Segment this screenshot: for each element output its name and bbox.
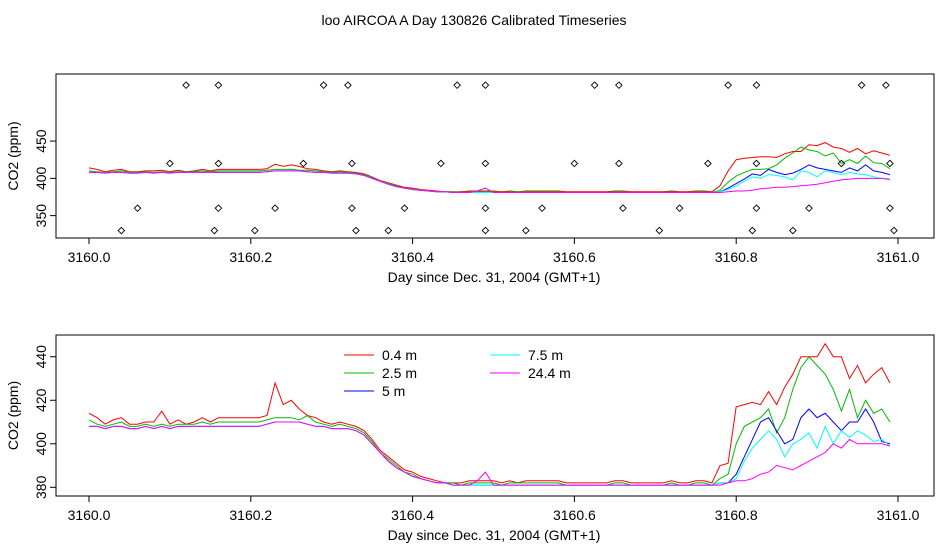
marker-diamond: [655, 226, 664, 235]
series-line-1: [88, 142, 891, 193]
marker-diamond: [400, 204, 409, 213]
x-tick-label: 3160.6: [553, 249, 596, 265]
series-line-1: [88, 342, 891, 484]
marker-diamond: [590, 81, 599, 90]
marker-diamond: [210, 226, 219, 235]
series-line-4: [89, 170, 890, 193]
marker-diamond: [886, 204, 894, 213]
marker-diamond: [675, 204, 684, 213]
y-tick-label: 450: [33, 129, 49, 153]
top-panel: 3160.0 3160.2 3160.4 3160.6 3160.8 3161.0 Day …: [5, 73, 935, 285]
marker-diamond: [837, 159, 846, 168]
marker-diamond: [384, 226, 393, 235]
plot-area: [88, 81, 898, 235]
series-line-4: [89, 421, 891, 486]
marker-diamond: [619, 204, 627, 213]
y-axis-label: CO2 (ppm): [5, 121, 21, 190]
legend-label: 5 m: [382, 383, 405, 399]
y-tick-label: 350: [33, 204, 49, 228]
marker-diamond: [437, 159, 445, 168]
marker-diamond: [481, 204, 490, 213]
marker-diamond: [882, 81, 890, 90]
marker-diamond: [319, 81, 328, 90]
marker-diamond: [704, 159, 712, 168]
plot-frame: [55, 73, 935, 239]
legend-label: 2.5 m: [382, 365, 417, 381]
x-tick-label: 3160.2: [229, 249, 272, 265]
marker-diamond: [453, 81, 461, 90]
marker-diamond: [886, 159, 894, 168]
legend: 0.4 m 2.5 m 5 m 7.5 m 24.4 m: [344, 347, 571, 399]
y-tick-label: 400: [33, 432, 49, 456]
x-tick-label: 3160.2: [229, 507, 272, 523]
plot-area: [88, 342, 891, 486]
x-tick-label: 3160.0: [68, 249, 111, 265]
legend-label: 24.4 m: [528, 365, 571, 381]
x-axis-label: Day since Dec. 31, 2004 (GMT+1): [388, 269, 601, 285]
legend-label: 7.5 m: [528, 347, 563, 363]
marker-diamond: [570, 159, 579, 168]
x-axis-label: Day since Dec. 31, 2004 (GMT+1): [388, 527, 601, 543]
marker-diamond: [348, 204, 356, 213]
marker-diamond: [481, 159, 490, 168]
marker-diamond: [752, 159, 761, 168]
marker-diamond: [857, 81, 866, 90]
figure-title: loo AIRCOA A Day 130826 Calibrated Times…: [321, 12, 626, 28]
marker-diamond: [805, 204, 813, 213]
y-tick-label: 400: [33, 166, 49, 190]
x-tick-label: 3160.0: [68, 507, 111, 523]
marker-diamond: [251, 226, 259, 235]
y-tick-label: 380: [33, 475, 49, 499]
series-line-3: [89, 408, 891, 486]
marker-diamond: [748, 226, 757, 235]
x-tick-label: 3160.8: [715, 507, 758, 523]
marker-diamond: [133, 204, 142, 213]
x-tick-label: 3161.0: [877, 249, 920, 265]
series-line-2: [88, 356, 891, 486]
y-tick-label: 440: [33, 345, 49, 369]
x-tick-label: 3161.0: [877, 507, 920, 523]
marker-diamond: [271, 204, 279, 213]
marker-diamond: [348, 159, 356, 168]
y-tick-label: 420: [33, 388, 49, 412]
marker-diamond: [788, 226, 797, 235]
marker-diamond: [752, 204, 761, 213]
marker-diamond: [890, 226, 898, 235]
series-line-5: [89, 421, 891, 486]
marker-diamond: [538, 204, 546, 213]
marker-diamond: [117, 226, 126, 235]
series-line-5: [89, 170, 890, 193]
marker-diamond: [615, 81, 623, 90]
marker-diamond: [752, 81, 761, 90]
marker-diamond: [481, 226, 490, 235]
marker-diamond: [481, 81, 490, 90]
x-tick-label: 3160.6: [553, 507, 596, 523]
marker-diamond: [344, 81, 352, 90]
marker-diamond: [299, 159, 308, 168]
marker-diamond: [615, 159, 623, 168]
plot-frame: [55, 334, 935, 497]
marker-diamond: [182, 81, 190, 90]
marker-diamond: [166, 159, 174, 168]
marker-diamond: [724, 81, 732, 90]
marker-diamond: [214, 81, 223, 90]
x-tick-label: 3160.8: [715, 249, 758, 265]
x-tick-label: 3160.4: [391, 249, 434, 265]
bottom-panel: 3160.0 3160.2 3160.4 3160.6 3160.8 3161.0 Day …: [5, 334, 935, 543]
x-tick-label: 3160.4: [391, 507, 434, 523]
y-axis-label: CO2 (ppm): [5, 381, 21, 450]
series-line-2: [88, 146, 891, 194]
marker-diamond: [214, 159, 223, 168]
marker-diamond: [214, 204, 223, 213]
marker-diamond: [352, 226, 360, 235]
marker-diamond: [522, 226, 530, 235]
legend-label: 0.4 m: [382, 347, 417, 363]
